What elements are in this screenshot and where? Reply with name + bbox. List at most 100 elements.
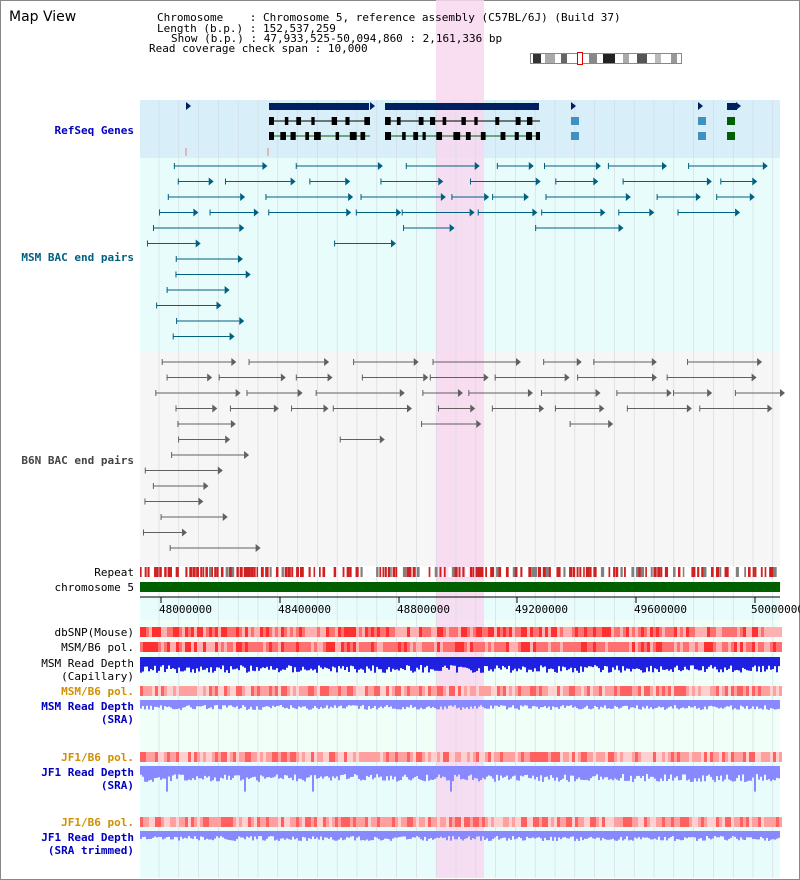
msm-bac-pair-arrow bbox=[229, 332, 235, 341]
depth-bar-jf1-trim bbox=[776, 831, 778, 839]
repeat-element bbox=[731, 567, 734, 577]
depth-bar-jf1-trim bbox=[678, 831, 680, 840]
depth-bar-jf1 bbox=[458, 766, 460, 775]
pol-cell bbox=[590, 686, 593, 696]
pol-cell bbox=[158, 817, 161, 827]
pol-cell bbox=[398, 817, 401, 827]
pol-cell bbox=[215, 752, 218, 762]
exon bbox=[442, 117, 447, 125]
depth-bar-msm-sra bbox=[686, 700, 688, 709]
pol-cell bbox=[155, 686, 158, 696]
pol-cell bbox=[491, 686, 494, 696]
track-label-msm-bac[interactable]: MSM BAC end pairs bbox=[21, 251, 134, 264]
track-label-repeat[interactable]: Repeat bbox=[94, 566, 134, 579]
depth-bar-jf1 bbox=[150, 766, 152, 780]
depth-bar-msm-sra bbox=[234, 700, 236, 708]
pol-cell bbox=[419, 686, 422, 696]
depth-bar-jf1 bbox=[456, 766, 458, 777]
depth-bar-msm-cap bbox=[646, 657, 648, 668]
pol-cell bbox=[428, 752, 431, 762]
depth-bar-jf1-trim bbox=[328, 831, 330, 839]
track-label-dbsnp[interactable]: dbSNP(Mouse) bbox=[54, 626, 134, 639]
depth-bar-jf1-trim bbox=[278, 831, 280, 841]
pol-cell bbox=[251, 686, 254, 696]
depth-bar-msm-sra bbox=[714, 700, 716, 707]
repeat-element bbox=[534, 567, 538, 577]
depth-bar-msm-sra bbox=[166, 700, 168, 708]
track-label-jf1-trim-1[interactable]: JF1 Read Depth bbox=[41, 831, 134, 844]
depth-bar-msm-sra bbox=[386, 700, 388, 706]
pol-cell bbox=[275, 686, 278, 696]
pol-cell bbox=[212, 752, 215, 762]
depth-bar-jf1-trim bbox=[436, 831, 438, 838]
pol-cell bbox=[185, 752, 188, 762]
depth-bar-jf1-trim bbox=[550, 831, 552, 837]
track-label-msm-b6-pol[interactable]: MSM/B6 pol. bbox=[61, 641, 134, 654]
track-label-msm-b6-pol-2[interactable]: MSM/B6 pol. bbox=[61, 685, 134, 698]
pol-cell bbox=[554, 686, 557, 696]
depth-bar-jf1-trim bbox=[340, 831, 342, 838]
depth-bar-jf1-trim bbox=[268, 831, 270, 837]
depth-bar-jf1-trim bbox=[298, 831, 300, 841]
depth-bar-jf1-trim bbox=[758, 831, 760, 840]
pol-cell bbox=[587, 642, 590, 652]
dbsnp-cell bbox=[779, 627, 782, 637]
dbsnp-cell bbox=[185, 627, 188, 637]
dbsnp-cell bbox=[308, 627, 311, 637]
dbsnp-cell bbox=[419, 627, 422, 637]
depth-bar-jf1 bbox=[734, 766, 736, 782]
pol-cell bbox=[536, 817, 539, 827]
depth-bar-jf1-trim bbox=[498, 831, 500, 840]
repeat-element bbox=[189, 567, 192, 577]
track-label-msm-depth-sra-1[interactable]: MSM Read Depth bbox=[41, 700, 134, 713]
depth-bar-msm-sra bbox=[422, 700, 424, 710]
depth-bar-msm-sra bbox=[562, 700, 564, 706]
pol-cell bbox=[185, 642, 188, 652]
track-label-jf1-b6-pol[interactable]: JF1/B6 pol. bbox=[61, 751, 134, 764]
track-label-b6n-bac[interactable]: B6N BAC end pairs bbox=[21, 454, 134, 467]
pol-cell bbox=[209, 686, 212, 696]
pol-cell bbox=[200, 752, 203, 762]
repeat-element bbox=[214, 567, 217, 577]
pol-cell bbox=[170, 752, 173, 762]
depth-bar-jf1-trim bbox=[746, 831, 748, 838]
pol-cell bbox=[731, 817, 734, 827]
depth-bar-msm-sra bbox=[428, 700, 430, 707]
depth-bar-msm-cap bbox=[250, 657, 252, 666]
depth-bar-jf1-trim bbox=[506, 831, 508, 841]
pol-cell bbox=[332, 817, 335, 827]
pol-cell bbox=[344, 686, 347, 696]
depth-bar-msm-sra bbox=[454, 700, 456, 706]
pol-cell bbox=[377, 686, 380, 696]
track-label-msm-depth-cap-1[interactable]: MSM Read Depth bbox=[41, 657, 134, 670]
depth-bar-msm-cap bbox=[712, 657, 714, 669]
pol-cell bbox=[641, 642, 644, 652]
depth-bar-msm-sra bbox=[238, 700, 240, 710]
dbsnp-cell bbox=[509, 627, 512, 637]
repeat-element bbox=[647, 567, 651, 577]
pol-cell bbox=[749, 817, 752, 827]
depth-bar-jf1 bbox=[350, 766, 352, 777]
repeat-element bbox=[514, 567, 518, 577]
depth-bar-msm-cap bbox=[324, 657, 326, 668]
track-label-refseq[interactable]: RefSeq Genes bbox=[54, 124, 134, 137]
depth-bar-jf1-trim bbox=[478, 831, 480, 837]
depth-bar-jf1-trim bbox=[732, 831, 734, 837]
pol-cell bbox=[659, 686, 662, 696]
dbsnp-cell bbox=[332, 627, 335, 637]
chromosome-ideogram[interactable] bbox=[530, 52, 682, 65]
depth-bar-jf1-trim bbox=[484, 831, 486, 840]
dbsnp-cell bbox=[458, 627, 461, 637]
pol-cell bbox=[551, 642, 554, 652]
depth-bar-jf1 bbox=[592, 766, 594, 777]
track-label-jf1-b6-pol-2[interactable]: JF1/B6 pol. bbox=[61, 816, 134, 829]
depth-bar-jf1-trim bbox=[702, 831, 704, 841]
depth-bar-msm-sra bbox=[524, 700, 526, 706]
depth-bar-msm-cap bbox=[482, 657, 484, 673]
track-label-jf1-depth-1[interactable]: JF1 Read Depth bbox=[41, 766, 134, 779]
pol-cell bbox=[257, 642, 260, 652]
depth-bar-msm-cap bbox=[656, 657, 658, 670]
pol-cell bbox=[716, 752, 719, 762]
pol-cell bbox=[350, 686, 353, 696]
